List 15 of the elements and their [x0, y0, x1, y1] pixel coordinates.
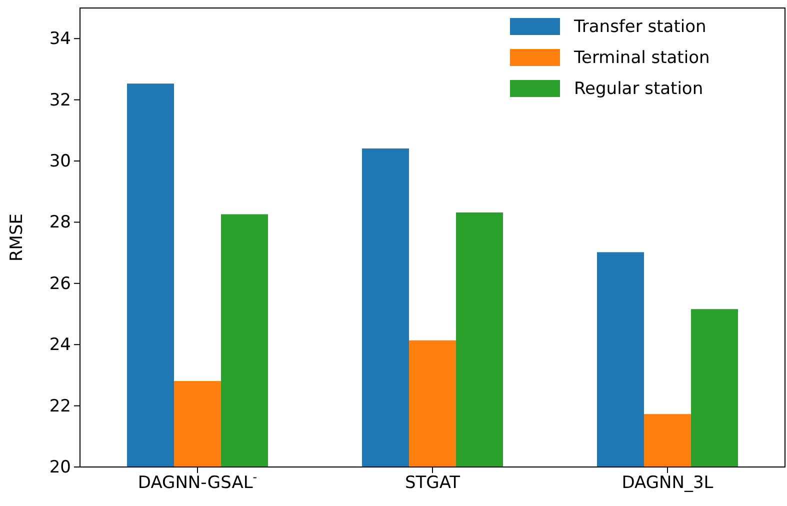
y-tick-label: 24 [49, 335, 71, 356]
legend-label: Transfer station [573, 17, 706, 37]
y-tick-label: 28 [49, 212, 71, 233]
legend-label: Regular station [574, 79, 704, 99]
x-tick-label: STGAT [404, 473, 461, 494]
y-axis-title: RMSE [7, 213, 27, 262]
y-tick-label: 20 [49, 457, 71, 478]
y-tick-label: 30 [49, 151, 71, 172]
y-tick-label: 32 [49, 90, 71, 110]
y-tick-label: 26 [49, 274, 71, 294]
y-tick-label: 22 [49, 396, 71, 416]
y-tick-label: 34 [49, 29, 71, 50]
legend-label: Terminal station [573, 48, 710, 68]
x-tick-label: DAGNN-GSAL$^{-}$ [138, 470, 258, 494]
x-tick-label: DAGNN_3L [622, 473, 714, 494]
